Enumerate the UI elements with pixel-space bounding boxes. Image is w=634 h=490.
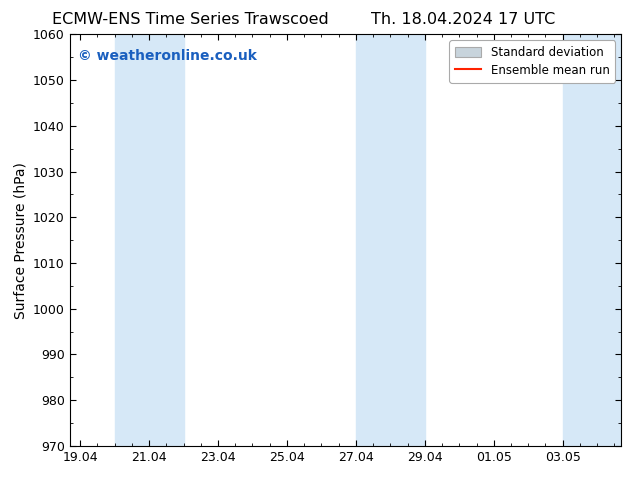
Text: Th. 18.04.2024 17 UTC: Th. 18.04.2024 17 UTC bbox=[371, 12, 555, 27]
Bar bbox=[563, 34, 621, 446]
Bar bbox=[356, 34, 425, 446]
Bar bbox=[115, 34, 183, 446]
Text: © weatheronline.co.uk: © weatheronline.co.uk bbox=[78, 49, 257, 63]
Text: ECMW-ENS Time Series Trawscoed: ECMW-ENS Time Series Trawscoed bbox=[52, 12, 328, 27]
Legend: Standard deviation, Ensemble mean run: Standard deviation, Ensemble mean run bbox=[450, 40, 616, 83]
Y-axis label: Surface Pressure (hPa): Surface Pressure (hPa) bbox=[13, 162, 27, 318]
